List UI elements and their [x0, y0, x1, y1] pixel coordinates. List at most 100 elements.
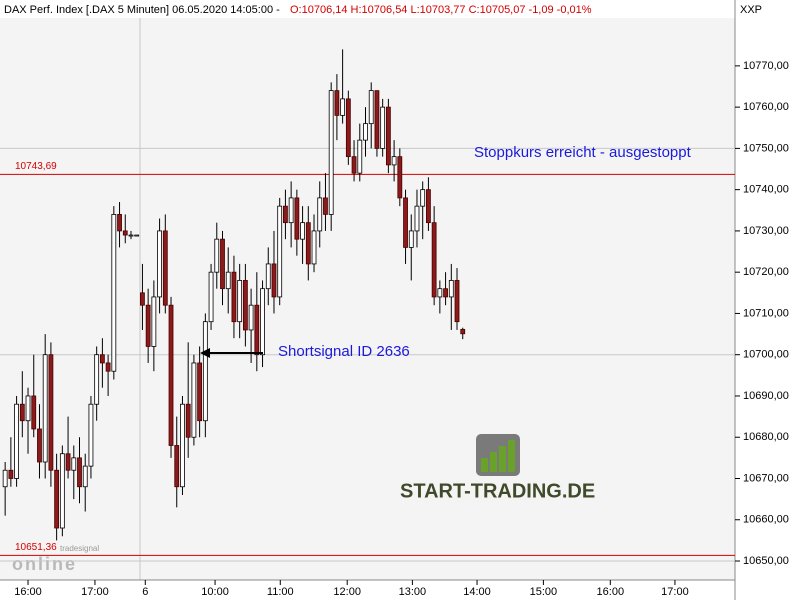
candle-body [294, 197, 300, 240]
candle-body [328, 90, 334, 215]
candle-body [25, 395, 31, 422]
candle-body [397, 156, 403, 199]
candle-body [59, 453, 65, 529]
candle-body [105, 362, 111, 372]
candle-body [271, 263, 277, 298]
candle-body [128, 234, 134, 237]
candle-body [431, 222, 437, 298]
watermark: START-TRADING.DE tradesignal online [12, 434, 595, 574]
candle-body [180, 403, 185, 488]
candle-body [220, 238, 225, 290]
y-tick-label: 10740,00 [743, 184, 789, 196]
candle-body [408, 230, 414, 248]
candle-body [145, 304, 151, 347]
candle-body [2, 469, 8, 488]
candle-body [82, 465, 88, 488]
candle-body [351, 156, 357, 174]
signal-arrowhead [200, 348, 210, 358]
x-tick-label: 16:00 [597, 586, 625, 598]
candle-body [77, 457, 82, 488]
logo-bar [508, 440, 515, 472]
candle-body [334, 90, 340, 116]
candle-body [71, 457, 77, 471]
candle-body [208, 271, 214, 323]
candle-body [391, 156, 397, 166]
candle-body [65, 453, 71, 471]
candle-body [8, 469, 14, 479]
candle-body [260, 288, 265, 356]
candle-body [31, 395, 37, 430]
candle-body [374, 90, 380, 149]
candle-body [134, 234, 140, 237]
logo-bar [490, 452, 497, 472]
candle-body [345, 98, 351, 158]
candle-body [231, 271, 237, 323]
candle-body [14, 403, 19, 479]
y-tick-label: 10730,00 [743, 225, 789, 237]
candle-body [197, 362, 203, 422]
level-label: 10651,36 [15, 542, 57, 553]
candle-body [254, 304, 260, 356]
annotation: Stoppkurs erreicht - ausgestoppt [474, 144, 692, 161]
candle-body [288, 197, 294, 224]
candle-body [88, 403, 94, 467]
candle-body [191, 362, 197, 438]
candle-body [225, 271, 231, 290]
x-tick-label: 17:00 [81, 586, 109, 598]
y-tick-label: 10660,00 [743, 514, 789, 526]
axis-code: XXP [740, 4, 762, 16]
candle-body [168, 304, 174, 446]
x-tick-label: 17:00 [661, 586, 689, 598]
y-tick-label: 10650,00 [743, 555, 789, 567]
candle-body [277, 205, 283, 298]
y-tick-label: 10680,00 [743, 431, 789, 443]
candle-body [323, 197, 328, 215]
x-tick-label: 13:00 [399, 586, 427, 598]
candle-body [122, 230, 128, 236]
candle-body [19, 403, 25, 422]
candle-body [151, 296, 157, 347]
candle-body [420, 189, 426, 207]
candle-body [363, 123, 368, 141]
candle-body [265, 263, 271, 290]
candle-body [437, 288, 443, 298]
candle-body [111, 214, 117, 372]
candle-body [414, 205, 420, 232]
candle-body [140, 292, 145, 306]
candle-body [300, 222, 305, 240]
candle-body [202, 321, 208, 422]
x-tick-label: 16:00 [14, 586, 42, 598]
candle-body [380, 106, 386, 149]
watermark-site: START-TRADING.DE [400, 480, 595, 502]
logo-bar [481, 458, 488, 472]
y-tick-label: 10700,00 [743, 349, 789, 361]
candle-body [283, 205, 288, 224]
candle-body [311, 230, 317, 265]
y-tick-label: 10670,00 [743, 472, 789, 484]
candle-body [426, 189, 431, 224]
candle-body [117, 214, 122, 232]
x-tick-label: 6 [142, 586, 148, 598]
candle-body [48, 354, 54, 471]
candle-body [157, 230, 162, 298]
header-instrument: DAX Perf. Index [.DAX 5 Minuten] 06.05.2… [4, 4, 280, 16]
candle-body [42, 354, 48, 463]
candle-body [385, 106, 391, 166]
y-tick-label: 10770,00 [743, 60, 789, 72]
x-tick-label: 14:00 [463, 586, 491, 598]
candle-body [368, 90, 374, 125]
candle-body [242, 280, 248, 331]
candle-body [460, 328, 466, 335]
candle-body [185, 403, 191, 438]
candle-body [443, 288, 448, 298]
y-tick-label: 10760,00 [743, 101, 789, 113]
candle-body [237, 280, 243, 323]
candle-body [37, 428, 42, 463]
y-tick-label: 10710,00 [743, 307, 789, 319]
logo-bar [499, 446, 506, 472]
x-tick-label: 10:00 [201, 586, 229, 598]
y-tick-label: 10750,00 [743, 142, 789, 154]
candle-body [54, 469, 60, 529]
candle-body [448, 280, 454, 298]
